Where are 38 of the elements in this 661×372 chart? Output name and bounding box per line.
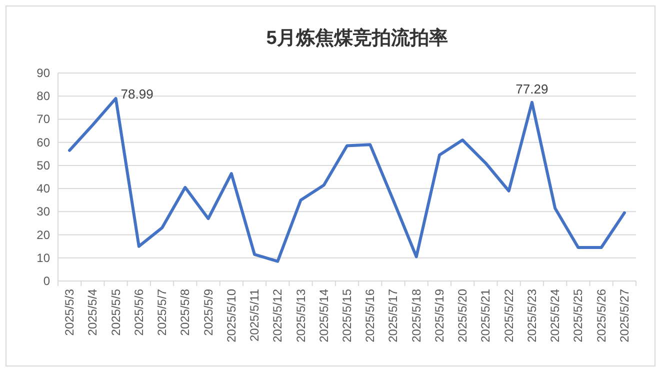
x-tick-label: 2025/5/17 [386,288,400,342]
x-tick-label: 2025/5/12 [270,288,285,342]
x-tick-label: 2025/5/18 [409,288,424,342]
x-tick-label: 2025/5/6 [132,288,146,336]
x-tick-label: 2025/5/20 [456,288,470,342]
y-tick-label: 0 [43,274,50,288]
y-tick-label: 90 [36,66,50,80]
x-tick-label: 2025/5/25 [571,288,586,342]
chart-title: 5月炼焦煤竞拍流拍率 [266,27,448,49]
y-tick-label: 60 [36,135,50,150]
x-tick-label: 2025/5/24 [548,288,562,342]
x-tick-label: 2025/5/16 [363,288,378,342]
x-tick-label: 2025/5/13 [294,288,308,342]
y-tick-label: 20 [36,228,50,242]
x-tick-label: 2025/5/15 [340,288,354,342]
x-tick-label: 2025/5/4 [86,288,100,336]
x-tick-label: 2025/5/27 [617,288,632,342]
x-tick-label: 2025/5/7 [155,288,170,336]
x-tick-label: 2025/5/3 [62,288,77,336]
data-label: 78.99 [120,86,154,102]
x-tick-label: 2025/5/22 [502,288,516,342]
x-tick-label: 2025/5/14 [316,288,331,342]
x-tick-label: 2025/5/26 [594,288,608,342]
y-tick-label: 30 [36,204,50,219]
x-tick-label: 2025/5/19 [432,288,446,342]
y-tick-label: 40 [36,182,50,196]
x-tick-label: 2025/5/8 [178,288,192,336]
x-tick-label: 2025/5/5 [108,288,123,336]
data-label: 77.29 [516,81,548,96]
y-tick-label: 10 [36,250,50,265]
y-tick-label: 80 [36,89,50,104]
x-tick-label: 2025/5/23 [524,288,539,342]
x-tick-label: 2025/5/9 [201,288,216,336]
x-tick-label: 2025/5/10 [224,288,238,342]
y-tick-label: 70 [36,112,50,126]
x-tick-label: 2025/5/11 [248,288,262,342]
x-tick-label: 2025/5/21 [478,288,493,342]
y-tick-label: 50 [36,158,50,172]
